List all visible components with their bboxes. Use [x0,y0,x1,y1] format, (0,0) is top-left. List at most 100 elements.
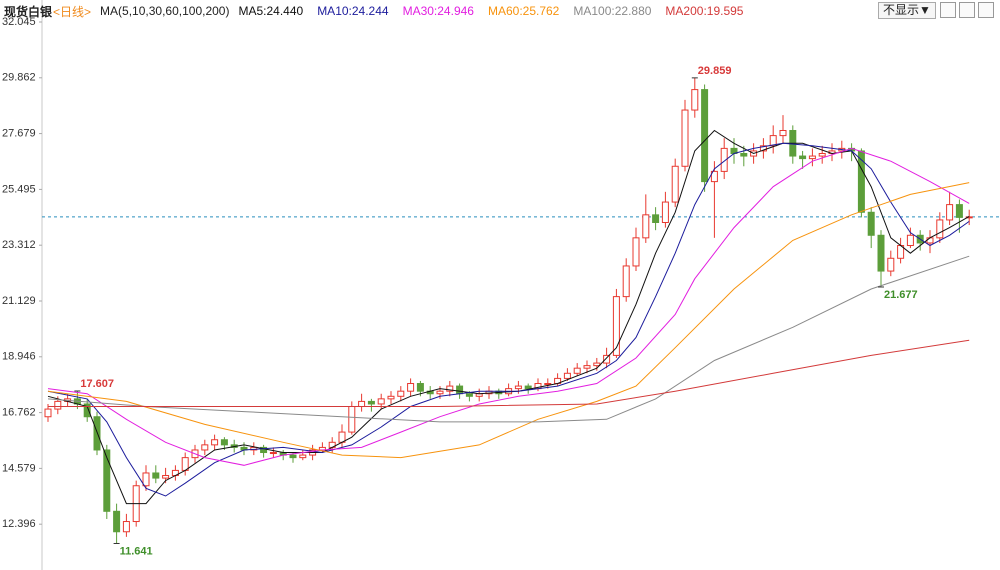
candle-body [661,201,669,224]
candle-body [818,152,826,157]
candle-body [583,365,591,369]
ma-line [47,182,970,459]
candle-body [701,89,709,183]
candle-body [83,403,91,418]
legend-entry: MA60:25.762 [487,4,560,18]
candle-body [122,521,130,533]
candle-body [867,211,875,236]
y-tick-label: 32.045 [2,16,36,28]
candle-body [103,449,111,512]
y-tick-label: 21.129 [2,295,36,307]
candle-body [407,383,415,392]
annotation-label: 17.607 [80,378,114,390]
candle-body [671,165,679,203]
ma-line [47,142,970,497]
candle-body [348,406,356,433]
candle-body [387,395,395,400]
annotation-label: 11.641 [120,545,153,557]
ma-line [47,147,970,466]
candle-body [926,237,934,244]
legend-entry: MA10:24.244 [317,4,389,18]
candle-body [465,393,473,397]
candle-body [799,155,807,160]
tool-icon[interactable] [978,2,994,18]
candle-body [946,204,954,221]
candle-body [720,147,728,172]
candle-body [152,472,160,479]
candle-body [377,398,385,405]
candle-body [299,454,307,459]
candle-body [416,383,424,392]
candle-body [367,400,375,405]
legend-entry: MA200:19.595 [665,4,744,18]
candle-body [358,400,366,408]
legend-entry: MA30:24.946 [402,4,474,18]
y-tick-label: 12.396 [2,518,36,530]
candle-body [289,454,297,459]
candle-body [759,145,767,152]
candle-body [397,390,405,397]
candle-body [142,472,150,487]
legend: MA5:24.440 MA10:24.244 MA30:24.946 MA60:25.… [238,4,743,18]
y-tick-label: 23.312 [2,239,36,251]
candle-body [436,390,444,395]
candle-body [632,237,640,267]
candle-body [642,214,650,239]
candle-body [514,385,522,390]
ma-label: MA(5,10,30,60,100,200) [100,4,230,18]
candle-body [740,152,748,157]
candle-body [936,219,944,239]
candle-body [54,400,62,410]
period[interactable]: <日线> [53,4,92,19]
legend-entry: MA5:24.440 [238,4,304,18]
y-tick-label: 27.679 [2,127,36,139]
candle-body [201,444,209,451]
candle-body [260,446,268,454]
title: 现货白银 [4,4,53,19]
y-tick-label: 18.946 [2,351,36,363]
candle-body [446,385,454,392]
y-tick-label: 25.495 [2,183,36,195]
ma-line [47,129,970,505]
legend-entry: MA100:22.880 [573,4,652,18]
candle-body [456,385,464,395]
candle-body [524,385,532,390]
candle-body [593,362,601,367]
candle-body [162,475,170,479]
candle-body [622,265,630,298]
candle-body [808,155,816,160]
tool-icon[interactable] [940,2,956,18]
candle-body [877,234,885,272]
y-tick-label: 14.579 [2,462,36,474]
tool-icon[interactable] [959,2,975,18]
candle-body [906,234,914,247]
annotation-label: 29.859 [698,65,732,77]
candle-body [769,135,777,147]
header: 现货白银 <日线> MA(5,10,30,60,100,200) MA5:24.… [4,3,743,19]
candle-body [544,383,552,386]
candle-body [681,109,689,167]
candle-body [603,354,611,364]
candle-body [652,214,660,224]
ma-line [48,339,970,407]
candle-body [44,408,52,418]
ma-line [47,255,970,423]
candle-body [113,510,121,533]
candle-body [779,129,787,137]
candle-body [563,372,571,379]
candle-body [955,204,963,218]
hide-button[interactable]: 不显示▼ [878,2,936,19]
candle-body [710,170,718,183]
y-tick-label: 16.762 [2,407,36,419]
candle-body [691,89,699,111]
annotation-label: 21.677 [884,289,918,301]
candle-body [612,296,620,356]
candle-body [211,439,219,446]
candle-body [887,257,895,272]
candle-body [857,150,865,213]
candle-body [220,439,228,446]
y-tick-label: 29.862 [2,72,36,84]
candle-body [573,367,581,374]
